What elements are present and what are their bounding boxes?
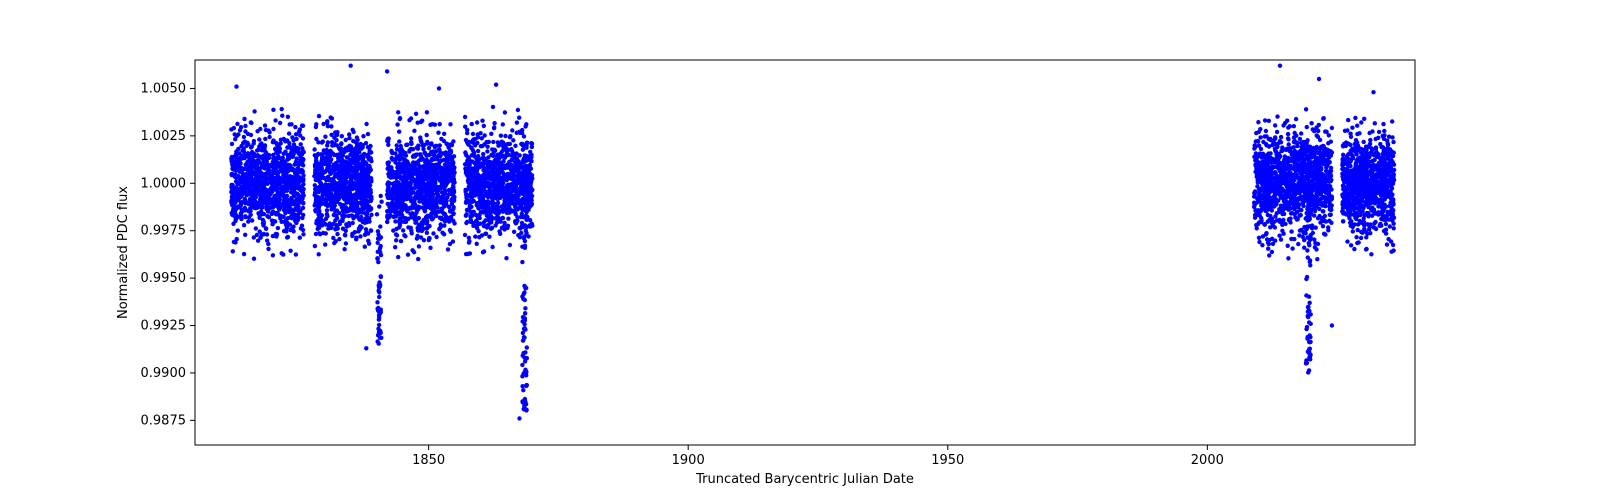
x-tick-label: 1900 — [672, 453, 705, 468]
y-tick-label: 0.9875 — [141, 413, 187, 428]
y-tick-label: 0.9900 — [141, 366, 187, 381]
y-tick-label: 1.0050 — [141, 81, 187, 96]
y-tick-label: 1.0000 — [141, 176, 187, 191]
chart-svg: 1850 1900 1950 2000 0.9875 0.9900 0.9925 0.995… — [0, 0, 1600, 500]
y-tick-label: 1.0025 — [141, 129, 187, 144]
x-axis-label: Truncated Barycentric Julian Date — [695, 472, 914, 487]
y-axis-label: Normalized PDC flux — [116, 186, 131, 319]
x-tick-label: 1850 — [412, 453, 445, 468]
x-tick-label: 2000 — [1191, 453, 1224, 468]
lightcurve-chart: 1850 1900 1950 2000 0.9875 0.9900 0.9925 0.995… — [0, 0, 1600, 500]
x-tick-label: 1950 — [931, 453, 964, 468]
y-ticks: 0.9875 0.9900 0.9925 0.9950 0.9975 1.0000 1.00… — [141, 81, 196, 428]
y-tick-label: 0.9925 — [141, 319, 187, 334]
y-tick-label: 0.9950 — [141, 271, 187, 286]
x-ticks: 1850 1900 1950 2000 — [412, 445, 1224, 468]
y-tick-label: 0.9975 — [141, 224, 187, 239]
